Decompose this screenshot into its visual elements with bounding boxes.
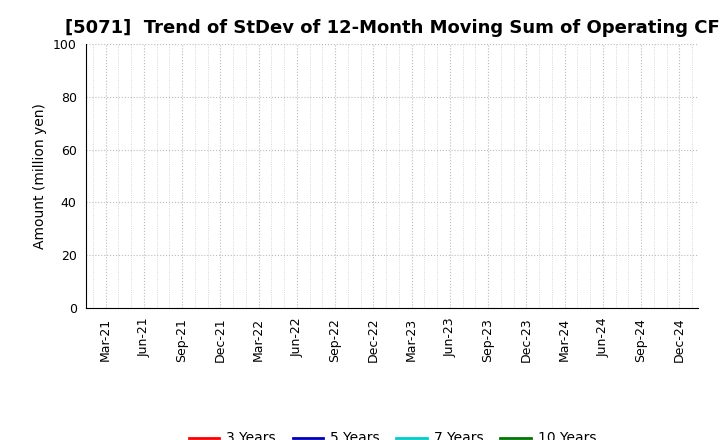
Y-axis label: Amount (million yen): Amount (million yen) bbox=[33, 103, 48, 249]
Legend: 3 Years, 5 Years, 7 Years, 10 Years: 3 Years, 5 Years, 7 Years, 10 Years bbox=[183, 426, 602, 440]
Title: [5071]  Trend of StDev of 12-Month Moving Sum of Operating CF: [5071] Trend of StDev of 12-Month Moving… bbox=[65, 19, 720, 37]
